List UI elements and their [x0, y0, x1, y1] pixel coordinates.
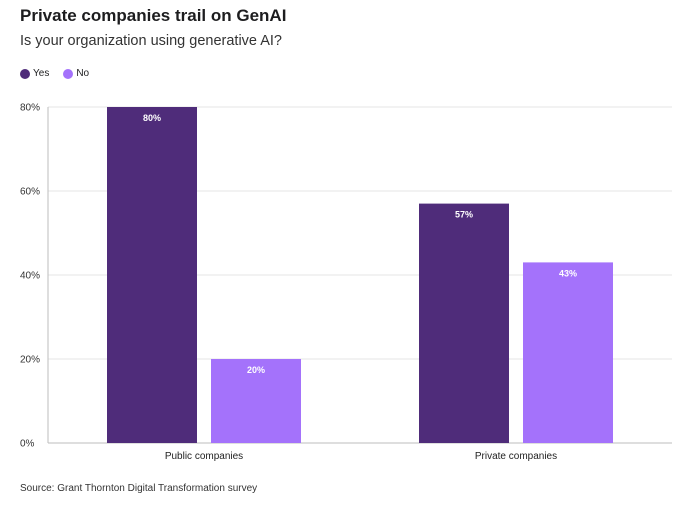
legend-label-no: No — [76, 68, 90, 79]
data-label: 80% — [143, 113, 161, 123]
bar-yes-public[interactable] — [107, 107, 197, 443]
chart-subtitle: Is your organization using generative AI… — [20, 33, 282, 49]
y-tick-label: 40% — [20, 271, 40, 282]
bar-no-public[interactable] — [211, 359, 301, 443]
y-tick-label: 80% — [20, 103, 40, 114]
legend-label-yes: Yes — [33, 68, 50, 79]
legend: Yes No — [20, 68, 103, 79]
legend-swatch-no — [63, 68, 74, 79]
x-category-label: Public companies — [165, 451, 243, 462]
y-tick-label: 60% — [20, 187, 40, 198]
data-label: 20% — [247, 365, 265, 375]
data-label: 57% — [455, 210, 473, 220]
y-tick-label: 20% — [20, 355, 40, 366]
bar-chart: 0% 20% 40% 60% 80% 80% 20% Public companies 57% 4… — [20, 103, 672, 462]
source-note: Source: Grant Thornton Digital Transform… — [20, 483, 258, 494]
bar-no-private[interactable] — [523, 262, 613, 443]
x-category-label: Private companies — [475, 451, 557, 462]
legend-item-no[interactable]: No — [63, 68, 89, 79]
legend-swatch-yes — [20, 68, 30, 79]
chart-title: Private companies trail on GenAI — [20, 6, 287, 25]
legend-item-yes[interactable]: Yes — [20, 68, 49, 79]
y-tick-label: 0% — [20, 439, 35, 450]
data-label: 43% — [559, 268, 577, 278]
bar-yes-private[interactable] — [419, 203, 509, 443]
